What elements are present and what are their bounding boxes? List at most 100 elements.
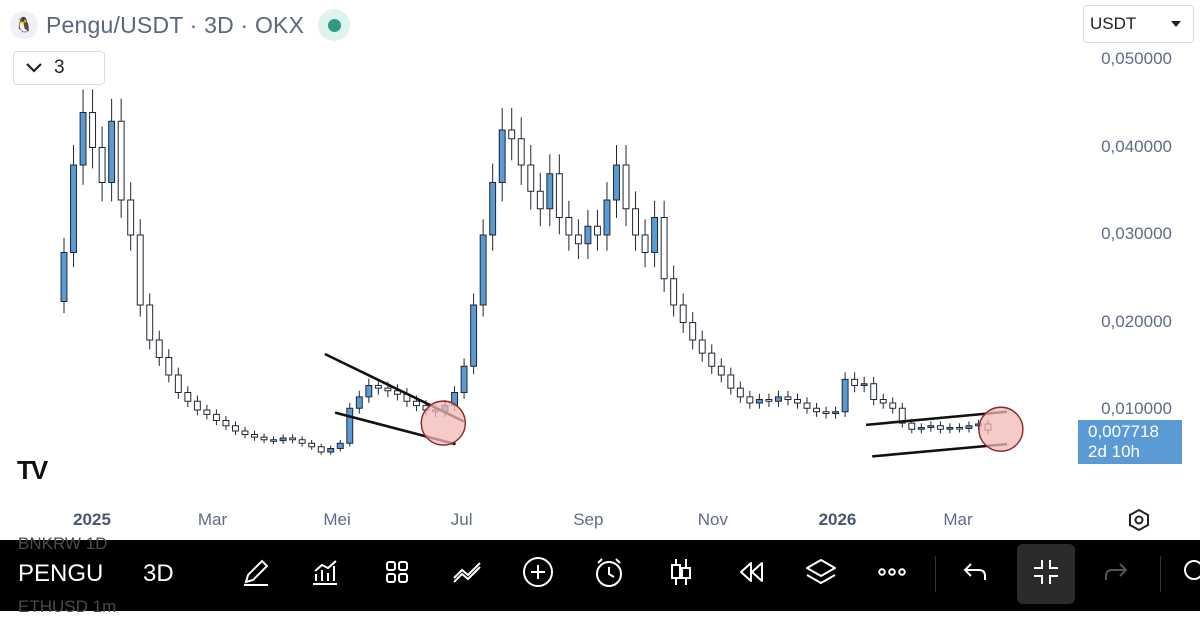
candle-body: [260, 436, 268, 441]
trendline-drawing[interactable]: [872, 442, 1008, 458]
tradingview-logo[interactable]: TV: [17, 455, 48, 485]
candle-body: [879, 399, 887, 404]
time-axis-label: Mar: [197, 510, 228, 529]
indicators-toggle-button[interactable]: 3: [13, 51, 105, 85]
chart-header: 🐧 Pengu/USDT · 3D · OKX: [10, 8, 351, 42]
layers-icon[interactable]: [803, 554, 839, 590]
candle-body: [927, 425, 935, 428]
candle-body: [746, 396, 754, 404]
currency-value: USDT: [1090, 14, 1137, 33]
candle-body: [479, 234, 487, 306]
candle-body: [555, 173, 563, 218]
toolbar-divider: [1160, 556, 1161, 592]
candle-body: [784, 396, 792, 400]
candle-body: [898, 407, 906, 424]
candle-body: [946, 427, 954, 430]
market-status-indicator: [318, 9, 351, 41]
redo-icon[interactable]: [1098, 554, 1134, 590]
price-axis-label: 0,010000: [1101, 399, 1172, 418]
currency-selector[interactable]: USDT: [1083, 5, 1194, 43]
chart-title: Pengu/USDT · 3D · OKX: [46, 11, 305, 38]
timeframe-button[interactable]: 3D: [143, 560, 174, 587]
candle-body: [98, 147, 106, 183]
candle-body: [822, 411, 830, 414]
indicators-icon[interactable]: [307, 554, 343, 590]
candle-body: [70, 164, 77, 253]
candle-body: [270, 439, 278, 442]
price-axis-label: 0,020000: [1101, 311, 1172, 331]
drawings-icon[interactable]: [450, 554, 486, 590]
chevron-down-icon: [1171, 21, 1181, 27]
candle-body: [565, 217, 573, 236]
candle-body: [413, 400, 420, 407]
candle-body: [593, 225, 601, 236]
candle-body: [327, 448, 335, 453]
candle-body: [679, 304, 687, 323]
candle-body: [174, 374, 182, 393]
layout-grid-icon[interactable]: [379, 554, 415, 590]
last-price-label: 0,007718 2d 10h: [1078, 420, 1182, 464]
pengu-logo-icon: 🐧: [10, 11, 38, 39]
undo-icon[interactable]: [957, 554, 993, 590]
candle-body: [670, 278, 678, 306]
candle-body: [936, 425, 944, 430]
candle-body: [546, 173, 554, 210]
time-axis-label: Jul: [450, 510, 473, 529]
replay-icon[interactable]: [733, 554, 769, 590]
candle-body: [336, 442, 344, 449]
candle-body: [203, 409, 211, 415]
candle-body: [241, 430, 249, 435]
candle-body: [89, 112, 97, 148]
candles-icon[interactable]: [663, 554, 699, 590]
candle-body: [774, 396, 782, 402]
candle-body: [365, 385, 373, 398]
symbol-button[interactable]: PENGU: [18, 560, 104, 587]
trendline-drawing[interactable]: [865, 410, 1008, 427]
chart-area[interactable]: 🐧 Pengu/USDT · 3D · OKX 3 USDT 0,050000 0…: [0, 0, 1200, 540]
more-icon[interactable]: [874, 554, 910, 590]
candle-body: [917, 427, 925, 430]
candle-body: [117, 120, 125, 201]
candle-body: [212, 413, 220, 421]
highlight-circle-drawing[interactable]: [978, 406, 1024, 452]
candle-body: [527, 164, 535, 192]
candle-body: [136, 234, 144, 306]
collapse-icon[interactable]: [1028, 554, 1064, 590]
settings-icon[interactable]: [1127, 508, 1151, 532]
candle-body: [736, 387, 744, 398]
time-axis-label: Mei: [323, 510, 351, 529]
candle-body: [155, 339, 163, 358]
candle-body: [489, 182, 497, 236]
candle-body: [889, 402, 897, 409]
candle-body: [60, 252, 68, 302]
indicator-count: 3: [54, 57, 65, 78]
candle-body: [536, 190, 544, 210]
candle-body: [374, 385, 382, 389]
toolbar-divider: [935, 556, 936, 592]
candle-body: [317, 446, 325, 453]
bottom-toolbar: BNKRW 1D ETHUSD 1m PENGU 3D: [0, 534, 1200, 616]
candle-body: [708, 352, 716, 367]
candle-body: [727, 374, 735, 389]
search-icon[interactable]: [1178, 554, 1200, 590]
candle-body: [79, 112, 87, 166]
highlight-circle-drawing[interactable]: [420, 400, 467, 446]
candle-body: [813, 407, 820, 413]
pen-icon[interactable]: [238, 554, 274, 590]
candle-body: [508, 129, 516, 140]
candle-body: [841, 378, 849, 413]
candle-body: [965, 425, 973, 429]
candle-body: [222, 420, 230, 427]
candle-body: [794, 399, 801, 404]
candle-body: [279, 437, 287, 442]
candle-body: [393, 390, 401, 395]
add-icon[interactable]: [520, 554, 556, 590]
active-tool-highlight: [1017, 544, 1075, 604]
time-axis-label: 2026: [818, 510, 857, 529]
candle-body: [641, 234, 649, 253]
alert-clock-icon[interactable]: [591, 554, 627, 590]
candle-body: [232, 425, 239, 432]
candle-body: [146, 304, 154, 341]
candle-body: [517, 138, 525, 166]
candlestick-chart[interactable]: [0, 0, 1075, 500]
